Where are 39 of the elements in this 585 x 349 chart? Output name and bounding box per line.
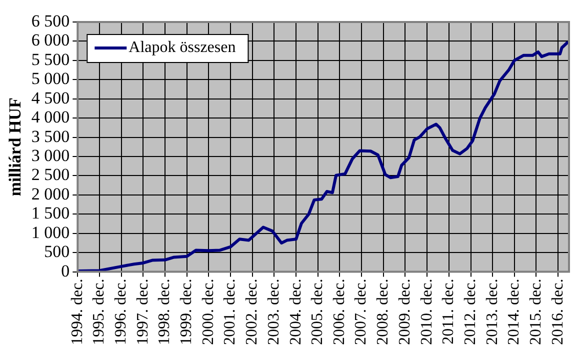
y-tick-label: 3 000 xyxy=(31,146,70,165)
x-tick-label: 2009. dec. xyxy=(396,278,414,345)
x-tick-label: 1994. dec. xyxy=(68,278,86,345)
x-tick-label: 1997. dec. xyxy=(134,278,152,345)
x-tick-label: 2007. dec. xyxy=(352,278,370,345)
x-tick-label: 1999. dec. xyxy=(178,278,196,345)
x-tick-label: 2008. dec. xyxy=(374,278,392,345)
x-tick-label: 2011. dec. xyxy=(440,278,458,344)
y-tick-label: 1 500 xyxy=(31,204,70,223)
x-tick-label: 2006. dec. xyxy=(330,278,348,345)
x-tick-label: 2013. dec. xyxy=(484,278,501,345)
y-axis-title: milliárd HUF xyxy=(6,98,25,196)
y-tick-label: 1 000 xyxy=(31,222,70,242)
x-tick-label: 2015. dec. xyxy=(527,278,544,345)
y-tick-label: 4 000 xyxy=(31,108,70,127)
x-tick-label: 2000. dec. xyxy=(200,278,217,345)
y-tick-label: 5 000 xyxy=(31,69,70,88)
x-tick-label: 2016. dec. xyxy=(549,278,566,345)
y-tick-label: 4 500 xyxy=(31,88,70,108)
x-tick-label: 1995. dec. xyxy=(90,278,108,345)
y-tick-label: 2 500 xyxy=(31,165,70,184)
y-tick-label: 3 500 xyxy=(31,126,70,146)
y-tick-label: 2 000 xyxy=(31,184,70,204)
x-tick-label: 2012. dec. xyxy=(462,278,479,345)
x-tick-label: 2004. dec. xyxy=(287,278,304,345)
y-tick-label: 0 xyxy=(61,261,70,280)
x-tick-label: 2001. dec. xyxy=(222,278,239,345)
x-tick-label: 1996. dec. xyxy=(112,278,130,345)
x-tick-label: 2002. dec. xyxy=(244,278,261,345)
x-tick-label: 2014. dec. xyxy=(506,278,523,345)
y-tick-label: 5 500 xyxy=(31,50,70,69)
y-tick-label: 500 xyxy=(44,242,70,262)
y-tick-label: 6 500 xyxy=(31,11,70,30)
x-tick-label: 2010. dec. xyxy=(418,278,436,345)
x-tick-label: 2003. dec. xyxy=(265,278,282,345)
legend-label: Alapok összesen xyxy=(128,39,236,56)
y-tick-label: 6 000 xyxy=(31,30,70,50)
x-tick-label: 2005. dec. xyxy=(309,278,326,345)
x-tick-label: 1998. dec. xyxy=(156,278,174,345)
